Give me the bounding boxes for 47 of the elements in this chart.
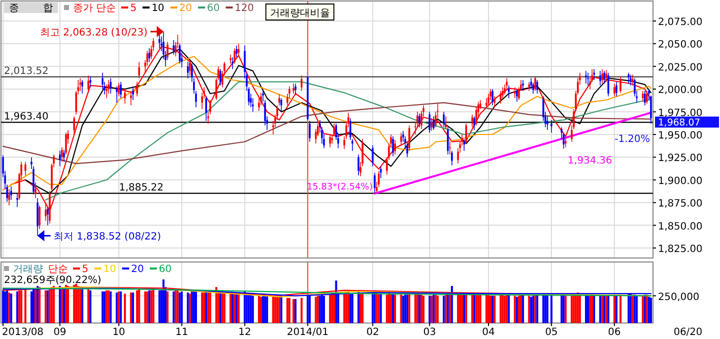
series-label: 거래량 [13,264,43,275]
x-tick-label: 04 [482,327,495,338]
x-tick-label: 05 [545,327,558,338]
x-tick-label: 10 [112,327,126,338]
y-tick-label: 1,975.00 [658,108,703,119]
y-tick-label: 1,875.00 [658,198,703,210]
x-tick-label: 12 [238,327,252,338]
legend-label: 5 [82,264,88,275]
y-tick-label: 1,825.00 [658,244,703,256]
x-tick-label: 03 [423,327,436,338]
annotation: -1.20% [614,134,650,146]
legend-label: 20 [131,264,144,275]
y-tick-label: 250,000 [658,292,700,303]
y-tick-label: 2,025.00 [658,62,703,74]
ref-line-label: 1,963.40 [4,111,49,122]
y-tick-label: 1,925.00 [658,153,703,164]
legend-label: 20 [179,3,192,14]
annotation: 1,968.07 [658,118,700,129]
annotation: 최저 1,838.52 (08/22) [54,232,162,243]
ref-line-label: 1,885.22 [119,182,164,194]
y-tick-label: 2,075.00 [658,16,703,28]
legend-label: 120 [234,3,254,14]
legend-label: 60 [207,3,220,14]
legend-label: 5 [130,3,137,14]
chart-title: 종 합 [9,3,53,14]
ref-line-label: 2,013.52 [4,66,49,77]
legend-label: 10 [152,3,164,14]
x-tick-label: 09 [54,327,66,338]
legend-title: 단순 [48,264,68,275]
x-tick-label: 2014/01 [286,327,328,338]
x-tick-label: 11 [175,327,188,338]
annotation: 거래량대비율 [270,8,330,19]
legend-title: 종가 단순 [73,3,116,14]
legend-label: 60 [158,264,172,275]
x-tick-label: 2013/08 [2,327,44,338]
y-tick-label: 1,950.00 [658,130,703,142]
x-tick-label: 06 [608,327,621,338]
x-tick-label: 02 [366,327,380,338]
y-tick-label: 2,000.00 [658,85,703,96]
y-tick-label: 2,050.00 [658,40,703,51]
y-tick-label: 1,850.00 [658,221,703,232]
text: 06/20 [674,327,702,338]
annotation: 232,659주(90.22%) [4,275,102,286]
annotation: 최고 2,063.28 (10/23) [40,28,148,39]
legend-label: 10 [103,264,116,275]
y-tick-label: 1,900.00 [658,176,703,187]
annotation: 1,934.36 [568,156,612,167]
